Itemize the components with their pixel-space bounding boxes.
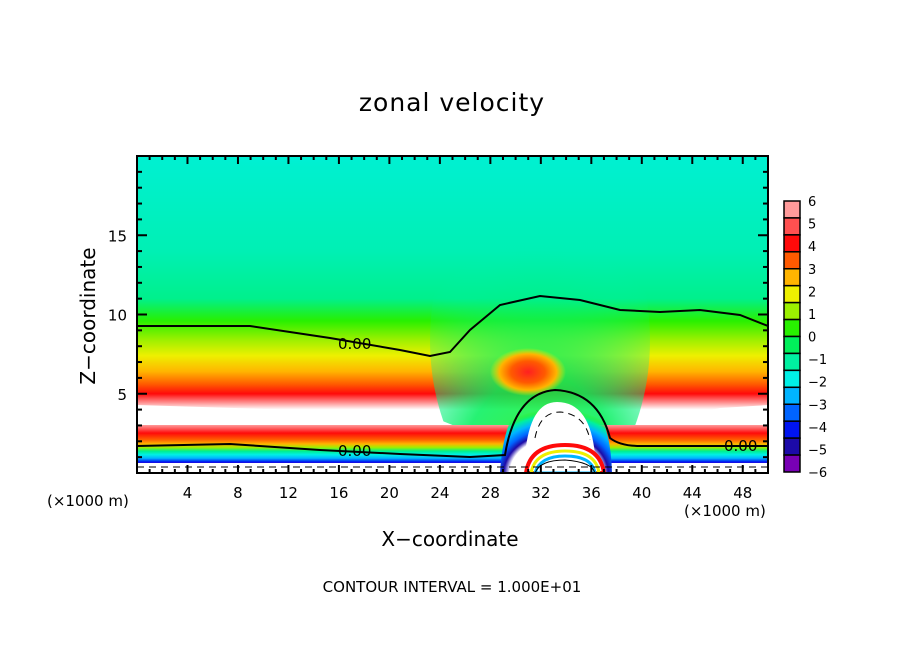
x-tick-label: 8 (233, 484, 243, 502)
colorbar-label: −1 (808, 353, 827, 368)
colorbar-label: 0 (808, 331, 816, 346)
y-tick-label: 5 (117, 386, 127, 404)
x-tick-label: 28 (481, 484, 500, 502)
chart-title: zonal velocity (358, 88, 546, 117)
contour-interval-note: CONTOUR INTERVAL = 1.000E+01 (322, 578, 582, 596)
colorbar-label: 3 (808, 263, 816, 278)
colorbar-swatch (783, 454, 801, 473)
contour-line-dashed-arch (534, 411, 591, 441)
contour-label-upper: 0.00 (338, 335, 371, 353)
colorbar-swatch (783, 420, 801, 439)
colorbar-swatch (783, 301, 801, 321)
x-tick-label: 12 (279, 484, 298, 502)
colorbar-label: 5 (808, 218, 816, 233)
arch-core (525, 402, 595, 455)
colorbar-label: −4 (808, 421, 827, 436)
x-tick-label: 24 (430, 484, 449, 502)
contour-label-lower-east: 0.00 (724, 437, 757, 455)
x-tick-label: 44 (683, 484, 702, 502)
y-tick-label: 10 (108, 307, 127, 325)
colorbar-label: 1 (808, 308, 816, 323)
x-tick-label: 4 (183, 484, 193, 502)
inner-ring-blue (533, 454, 597, 473)
inner-ring-red (523, 442, 607, 473)
colorbar-swatch (783, 437, 801, 456)
surface-layer (137, 463, 768, 473)
colorbar-swatch (783, 217, 801, 236)
hotspot-max (490, 348, 566, 396)
colorbar-swatch (783, 284, 801, 304)
colorbar-swatch (783, 234, 801, 253)
colorbar-label: 2 (808, 285, 816, 300)
easterly-region-aloft (137, 156, 460, 211)
y-ticks: 5 10 15 (108, 170, 768, 459)
filled-contour-field (137, 156, 768, 473)
x-tick-label: 36 (582, 484, 601, 502)
y-tick-label: 15 (108, 227, 127, 245)
x-tick-label: 16 (329, 484, 348, 502)
colorbar-swatch (783, 403, 801, 422)
x-axis-unit-right: (×1000 m) (684, 502, 766, 520)
x-tick-label: 40 (632, 484, 651, 502)
colorbar-swatch (783, 369, 801, 389)
colorbar-swatch (783, 268, 801, 287)
colorbar-label: −5 (808, 443, 827, 458)
x-axis-unit-left: (×1000 m) (47, 492, 129, 510)
x-tick-label: 20 (380, 484, 399, 502)
colorbar-label: −6 (808, 466, 827, 481)
x-ticks: 4 8 12 16 20 24 28 32 36 40 44 48 (148, 156, 757, 502)
colorbar-swatch (783, 335, 801, 355)
inner-ring-yellow (529, 449, 601, 473)
colorbar-label: 4 (808, 240, 816, 255)
colorbar-label: 6 (808, 195, 816, 210)
colorbar-swatch (783, 200, 801, 219)
contour-label-lower-west: 0.00 (338, 442, 371, 460)
contour-line-upper-zero (137, 294, 768, 358)
x-axis-label: X−coordinate (381, 527, 519, 551)
shear-layer (137, 425, 768, 470)
rising-plume (430, 170, 650, 473)
colorbar: 6 5 4 3 2 1 0 −1 −2 −3 −4 −5 −6 (783, 195, 827, 481)
colorbar-swatch (783, 386, 801, 405)
colorbar-swatch (783, 352, 801, 372)
colorbar-swatch (783, 251, 801, 270)
colorbar-label: −2 (808, 376, 827, 391)
contour-line-lower-zero (137, 388, 768, 459)
x-tick-label: 48 (733, 484, 752, 502)
colorbar-label: −3 (808, 398, 827, 413)
x-tick-label: 32 (531, 484, 550, 502)
colorbar-swatch (783, 318, 801, 338)
